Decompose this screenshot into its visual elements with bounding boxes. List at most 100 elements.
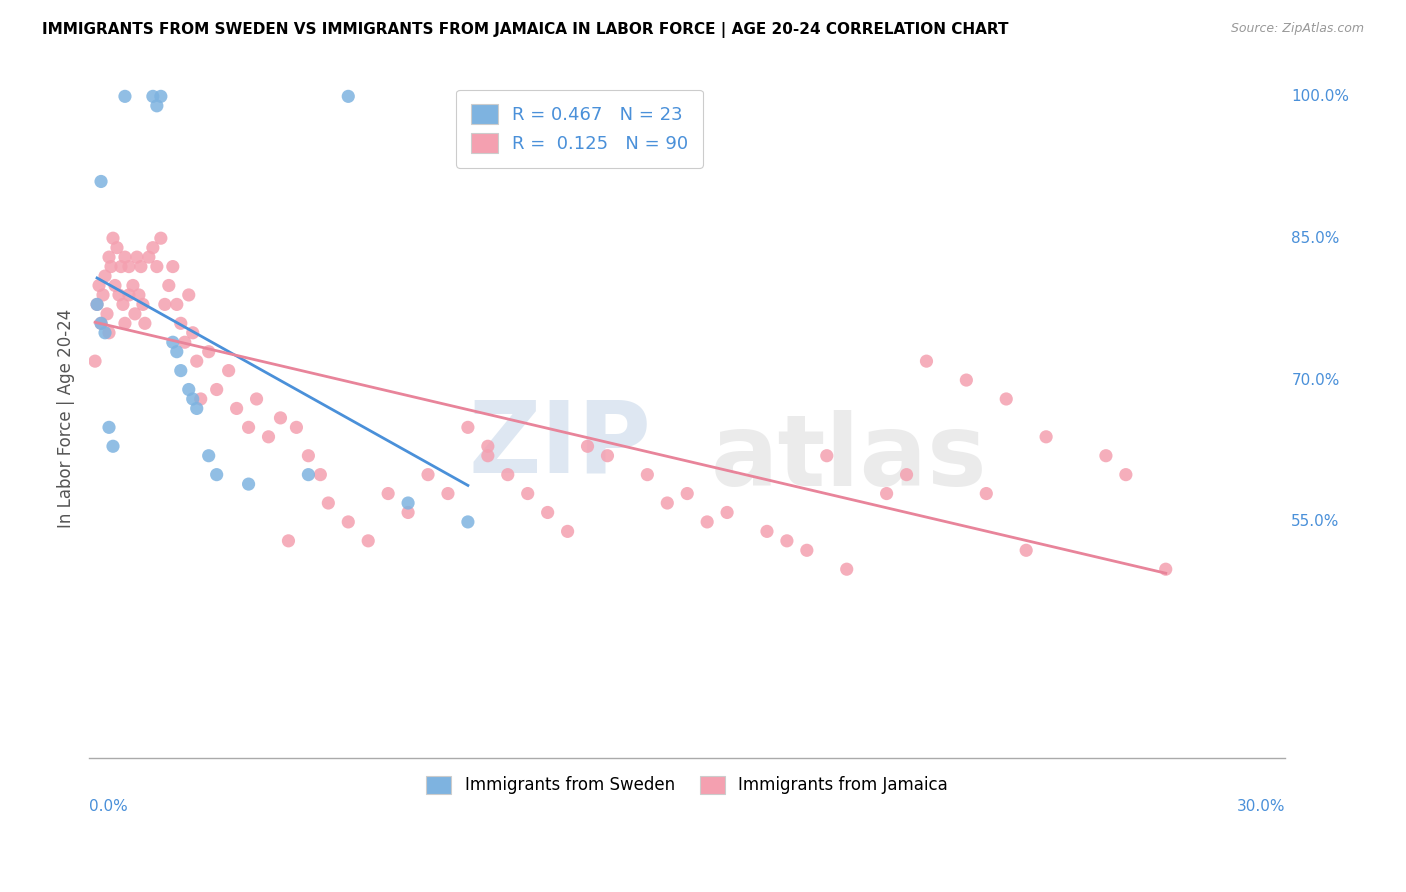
Point xyxy=(132,297,155,311)
Point xyxy=(796,543,818,558)
Point xyxy=(166,344,188,359)
Point xyxy=(177,288,200,302)
Point xyxy=(98,250,121,264)
Point xyxy=(457,515,479,529)
Point xyxy=(205,383,228,397)
Point xyxy=(197,449,219,463)
Point xyxy=(90,316,112,330)
Point xyxy=(111,297,134,311)
Point xyxy=(238,477,260,491)
Point xyxy=(186,354,208,368)
Point xyxy=(337,515,360,529)
Point xyxy=(225,401,247,416)
Point xyxy=(915,354,938,368)
Point xyxy=(149,89,172,103)
Point xyxy=(162,260,184,274)
Point xyxy=(576,439,599,453)
Text: 0.0%: 0.0% xyxy=(89,799,128,814)
Point xyxy=(716,506,738,520)
Point xyxy=(87,278,110,293)
Point xyxy=(122,278,145,293)
Point xyxy=(377,486,399,500)
Point xyxy=(114,89,136,103)
Point xyxy=(181,326,204,340)
Point xyxy=(124,307,146,321)
Point xyxy=(496,467,519,482)
Point xyxy=(477,449,499,463)
Point xyxy=(537,506,560,520)
Point xyxy=(696,515,718,529)
Point xyxy=(756,524,779,539)
Point xyxy=(177,383,200,397)
Point xyxy=(396,506,419,520)
Point xyxy=(118,288,141,302)
Point xyxy=(1015,543,1038,558)
Point xyxy=(170,316,193,330)
Point xyxy=(100,260,122,274)
Text: 70.0%: 70.0% xyxy=(1291,373,1340,387)
Text: 30.0%: 30.0% xyxy=(1237,799,1285,814)
Point xyxy=(896,467,918,482)
Point xyxy=(269,410,291,425)
Point xyxy=(86,297,108,311)
Point xyxy=(835,562,858,576)
Point xyxy=(1115,467,1137,482)
Point xyxy=(114,316,136,330)
Point xyxy=(125,250,148,264)
Point xyxy=(142,89,165,103)
Point xyxy=(285,420,308,434)
Point xyxy=(416,467,439,482)
Point xyxy=(101,439,124,453)
Point xyxy=(129,260,152,274)
Point xyxy=(1035,430,1057,444)
Y-axis label: In Labor Force | Age 20-24: In Labor Force | Age 20-24 xyxy=(58,309,75,527)
Point xyxy=(357,533,380,548)
Point xyxy=(90,174,112,188)
Point xyxy=(337,89,360,103)
Point xyxy=(1154,562,1177,576)
Point xyxy=(98,326,121,340)
Point xyxy=(238,420,260,434)
Point xyxy=(181,392,204,406)
Text: 100.0%: 100.0% xyxy=(1291,89,1350,103)
Text: 85.0%: 85.0% xyxy=(1291,231,1340,245)
Point xyxy=(636,467,658,482)
Point xyxy=(94,268,117,283)
Point xyxy=(776,533,799,548)
Point xyxy=(146,99,169,113)
Point xyxy=(297,449,319,463)
Point xyxy=(257,430,280,444)
Point xyxy=(134,316,156,330)
Point xyxy=(153,297,176,311)
Point xyxy=(128,288,150,302)
Legend: Immigrants from Sweden, Immigrants from Jamaica: Immigrants from Sweden, Immigrants from … xyxy=(420,769,955,801)
Point xyxy=(104,278,127,293)
Text: 55.0%: 55.0% xyxy=(1291,515,1340,530)
Text: IMMIGRANTS FROM SWEDEN VS IMMIGRANTS FROM JAMAICA IN LABOR FORCE | AGE 20-24 COR: IMMIGRANTS FROM SWEDEN VS IMMIGRANTS FRO… xyxy=(42,22,1008,38)
Text: Source: ZipAtlas.com: Source: ZipAtlas.com xyxy=(1230,22,1364,36)
Point xyxy=(108,288,131,302)
Point xyxy=(657,496,679,510)
Point xyxy=(277,533,299,548)
Point xyxy=(245,392,267,406)
Point xyxy=(309,467,332,482)
Point xyxy=(815,449,838,463)
Point xyxy=(96,307,118,321)
Point xyxy=(146,260,169,274)
Point xyxy=(110,260,132,274)
Point xyxy=(162,335,184,350)
Point xyxy=(98,420,121,434)
Point xyxy=(297,467,319,482)
Point xyxy=(118,260,141,274)
Point xyxy=(142,241,165,255)
Point xyxy=(516,486,538,500)
Point xyxy=(197,344,219,359)
Point xyxy=(186,401,208,416)
Point xyxy=(91,288,114,302)
Point xyxy=(955,373,977,387)
Point xyxy=(974,486,997,500)
Point xyxy=(166,297,188,311)
Point xyxy=(205,467,228,482)
Point xyxy=(114,250,136,264)
Point xyxy=(84,354,107,368)
